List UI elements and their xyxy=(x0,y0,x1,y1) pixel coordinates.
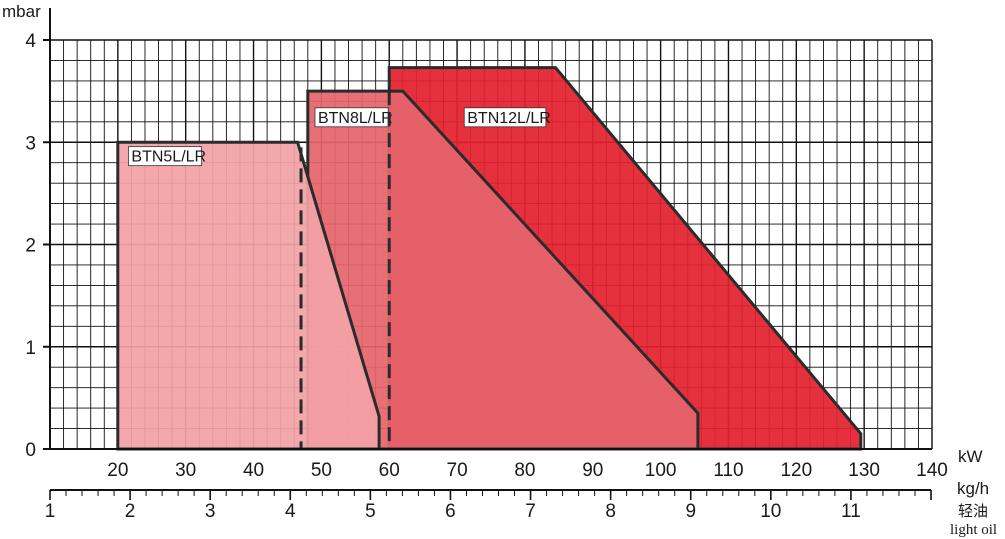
x-axis-unit-kw: kW xyxy=(958,447,983,466)
x2-axis-unit-kgh: kg/h xyxy=(957,479,989,498)
x-tick-label: 100 xyxy=(645,460,677,481)
series-label-text: BTN5L/LR xyxy=(131,149,206,166)
x-tick-label: 20 xyxy=(107,460,128,481)
x2-tick-label: 8 xyxy=(605,501,616,522)
x2-tick-label: 6 xyxy=(445,501,456,522)
x-tick-label: 30 xyxy=(175,460,196,481)
x-tick-label: 140 xyxy=(916,460,948,481)
x2-tick-label: 7 xyxy=(525,501,536,522)
x2-tick-label: 1 xyxy=(45,501,56,522)
x2-tick-label: 4 xyxy=(285,501,296,522)
x2-tick-label: 9 xyxy=(685,501,696,522)
x-tick-label: 70 xyxy=(447,460,468,481)
y-axis-unit: mbar xyxy=(2,2,41,21)
x-tick-label: 130 xyxy=(848,460,880,481)
series-label: BTN5L/LR xyxy=(128,146,206,167)
series-areas: BTN12L/LR BTN8L/LR BTN5L/LR xyxy=(116,66,863,451)
y-tick-label: 0 xyxy=(25,440,36,461)
y-tick-label: 3 xyxy=(25,133,36,154)
x-tick-label: 40 xyxy=(243,460,264,481)
chart-axes: 0 1 2 3 4 20 30 40 50 60 70 80 90 100 110 120 130 140 1 2 3 4… xyxy=(25,8,948,522)
x2-tick-label: 11 xyxy=(841,501,861,522)
y-tick-label: 2 xyxy=(25,236,36,257)
x2-tick-label: 5 xyxy=(365,501,376,522)
x2-fuel-cn: 轻油 xyxy=(958,502,988,520)
series-label-box xyxy=(128,146,203,167)
x-tick-label: 90 xyxy=(582,460,603,481)
dashed-reference-lines xyxy=(299,91,391,449)
y-tick-label: 4 xyxy=(25,31,36,52)
x-tick-label: 110 xyxy=(713,460,743,481)
x-tick-label: 50 xyxy=(311,460,332,481)
series-label: BTN8L/LR xyxy=(314,107,393,128)
x2-tick-label: 2 xyxy=(125,501,136,522)
series-label-text: BTN8L/LR xyxy=(318,110,393,127)
x2-tick-label: 3 xyxy=(205,501,216,522)
x2-fuel-en: light oil xyxy=(950,522,997,538)
x-tick-label: 80 xyxy=(514,460,535,481)
x-tick-label: 120 xyxy=(780,460,812,481)
series-label-text: BTN12L/LR xyxy=(467,110,551,127)
series-label: BTN12L/LR xyxy=(463,107,551,128)
x-tick-label: 60 xyxy=(379,460,400,481)
series-label-box xyxy=(463,107,547,128)
y-tick-label: 1 xyxy=(25,338,36,359)
x2-tick-label: 10 xyxy=(760,501,781,522)
